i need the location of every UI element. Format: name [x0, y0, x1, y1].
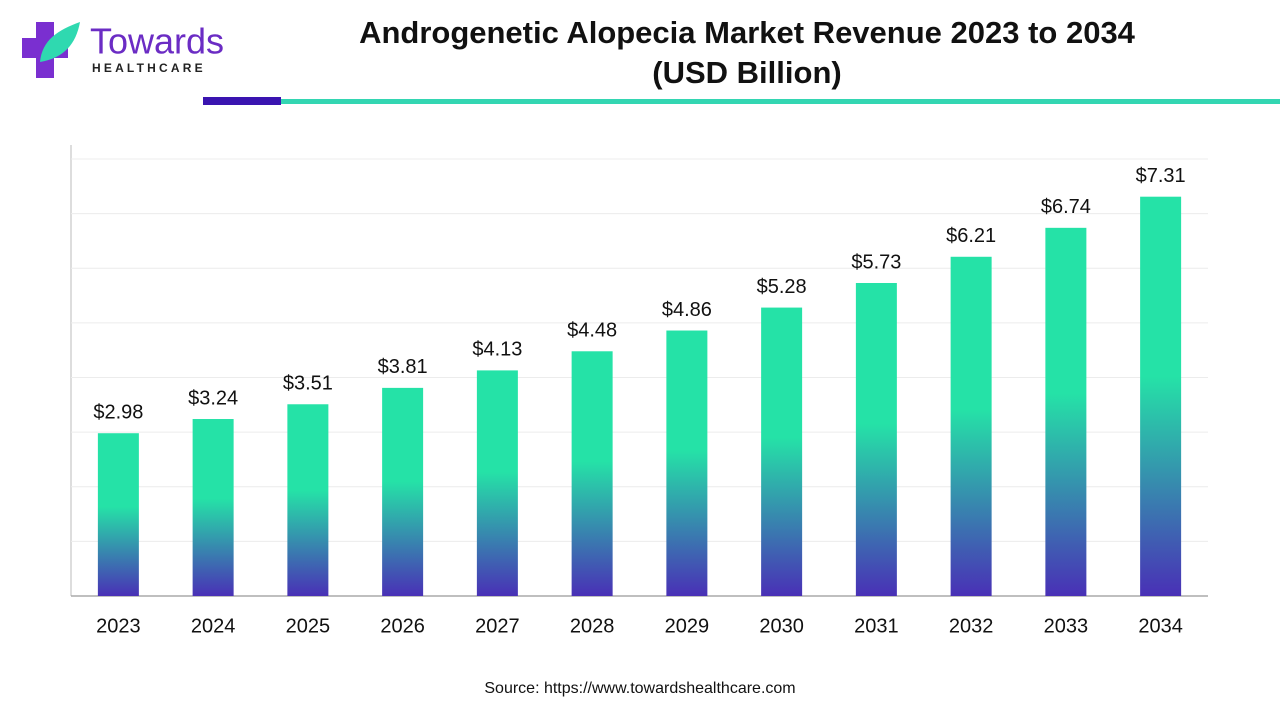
logo-tagline: HEALTHCARE [92, 61, 206, 75]
x-tick-label: 2030 [759, 615, 804, 637]
source: Source: https://www.towardshealthcare.co… [484, 680, 795, 697]
bar [97, 433, 139, 596]
x-tick-label: 2032 [949, 615, 994, 637]
value-label: $3.81 [378, 356, 428, 378]
x-tick-label: 2026 [380, 615, 425, 637]
value-label: $7.31 [1136, 165, 1186, 187]
x-tick-label: 2025 [286, 615, 331, 637]
value-label: $5.28 [757, 276, 807, 298]
value-label: $6.21 [946, 225, 996, 247]
bar [382, 387, 424, 596]
value-label: $2.98 [93, 401, 143, 423]
value-label: $3.24 [188, 387, 238, 409]
value-label: $4.13 [472, 339, 522, 361]
value-label: $4.86 [662, 299, 712, 321]
bar [287, 404, 329, 596]
x-tick-label: 2028 [570, 615, 615, 637]
bar [192, 419, 234, 596]
x-tick-label: 2033 [1044, 615, 1089, 637]
chart-title: Androgenetic Alopecia Market Revenue 202… [359, 15, 1136, 50]
value-label: $5.73 [851, 251, 901, 273]
logo-name: Towards [90, 21, 224, 62]
x-tick-label: 2031 [854, 615, 899, 637]
bar [476, 370, 518, 596]
value-label: $6.74 [1041, 196, 1091, 218]
bar [761, 307, 803, 596]
chart-title: (USD Billion) [652, 55, 841, 90]
logo-leaf [40, 22, 80, 62]
bar [1140, 196, 1182, 596]
value-label: $3.51 [283, 373, 333, 395]
bar [666, 330, 708, 596]
bar [571, 351, 613, 596]
title-rule [281, 99, 1280, 104]
bar [1045, 227, 1087, 596]
logo: Towards HEALTHCARE [22, 21, 224, 78]
x-tick-label: 2024 [191, 615, 236, 637]
x-tick-label: 2023 [96, 615, 141, 637]
x-tick-label: 2034 [1138, 615, 1183, 637]
bar [855, 282, 897, 596]
bar [950, 256, 992, 596]
value-label: $4.48 [567, 320, 617, 342]
title-rule [203, 97, 281, 105]
x-tick-label: 2027 [475, 615, 520, 637]
x-tick-label: 2029 [665, 615, 710, 637]
